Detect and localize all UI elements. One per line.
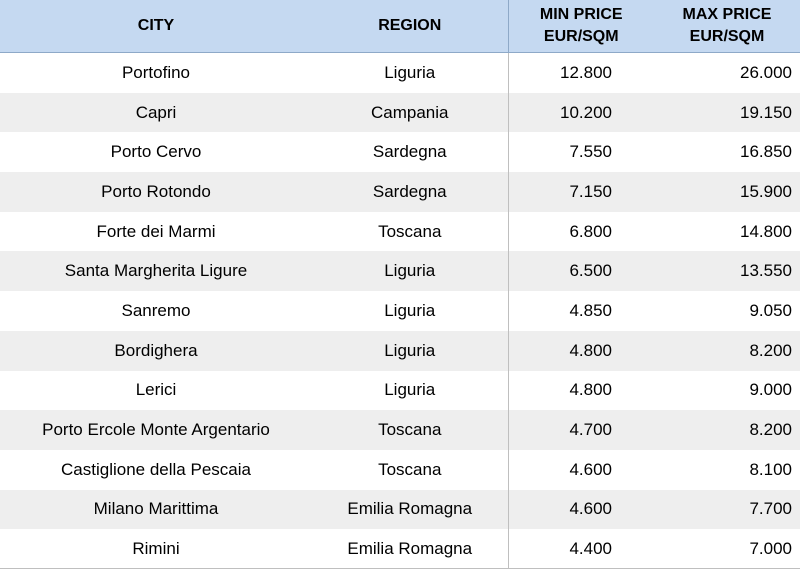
header-min-price-line2: EUR/SQM xyxy=(543,28,619,45)
city-cell: Rimini xyxy=(0,529,312,569)
table-row: Milano Marittima Emilia Romagna 4.600 7.700 xyxy=(0,489,800,530)
max-price-cell: 8.200 xyxy=(654,410,800,450)
max-price-cell: 14.800 xyxy=(654,211,800,252)
header-row: CITY REGION MIN PRICE EUR/SQM MAX PRICE … xyxy=(0,0,800,53)
city-cell: Porto Cervo xyxy=(0,132,312,173)
header-min-price-line1: MIN PRICE xyxy=(539,6,623,23)
region-cell: Liguria xyxy=(312,52,508,93)
min-price-cell: 4.700 xyxy=(507,410,654,450)
max-price-cell: 16.850 xyxy=(654,132,800,173)
table-row: Forte dei Marmi Toscana 6.800 14.800 xyxy=(0,211,800,252)
region-cell: Sardegna xyxy=(312,172,508,212)
header-region: REGION xyxy=(312,0,508,53)
table-row: Lerici Liguria 4.800 9.000 xyxy=(0,370,800,411)
region-cell: Sardegna xyxy=(312,132,508,173)
city-cell: Santa Margherita Ligure xyxy=(0,251,312,292)
region-cell: Toscana xyxy=(312,410,508,450)
max-price-cell: 8.100 xyxy=(654,449,800,490)
table-header: CITY REGION MIN PRICE EUR/SQM MAX PRICE … xyxy=(0,0,800,53)
table-row: Castiglione della Pescaia Toscana 4.600 8.1… xyxy=(0,449,800,490)
city-cell: Portofino xyxy=(0,52,312,93)
header-min-price: MIN PRICE EUR/SQM xyxy=(507,0,654,53)
table-row: Porto Ercole Monte Argentario Toscana 4.70… xyxy=(0,410,800,450)
region-cell: Campania xyxy=(312,92,508,133)
max-price-cell: 9.050 xyxy=(654,291,800,331)
min-price-cell: 7.150 xyxy=(507,172,654,212)
city-cell: Castiglione della Pescaia xyxy=(0,449,312,490)
max-price-cell: 9.000 xyxy=(654,370,800,411)
min-price-cell: 12.800 xyxy=(507,52,654,93)
table-row: Capri Campania 10.200 19.150 xyxy=(0,92,800,133)
min-price-cell: 4.400 xyxy=(507,529,654,569)
table-row: Porto Cervo Sardegna 7.550 16.850 xyxy=(0,132,800,173)
max-price-cell: 13.550 xyxy=(654,251,800,292)
region-cell: Liguria xyxy=(312,291,508,331)
city-cell: Capri xyxy=(0,92,312,133)
city-cell: Milano Marittima xyxy=(0,489,312,530)
max-price-cell: 7.700 xyxy=(654,489,800,530)
min-price-cell: 6.500 xyxy=(507,251,654,292)
city-cell: Sanremo xyxy=(0,291,312,331)
city-cell: Porto Rotondo xyxy=(0,172,312,212)
region-cell: Liguria xyxy=(312,370,508,411)
header-max-price-line2: EUR/SQM xyxy=(689,28,765,45)
min-price-cell: 6.800 xyxy=(507,211,654,252)
table-row: Bordighera Liguria 4.800 8.200 xyxy=(0,330,800,371)
table-row: Portofino Liguria 12.800 26.000 xyxy=(0,52,800,93)
region-cell: Liguria xyxy=(312,251,508,292)
region-cell: Toscana xyxy=(312,211,508,252)
table-row: Rimini Emilia Romagna 4.400 7.000 xyxy=(0,529,800,569)
city-cell: Bordighera xyxy=(0,330,312,371)
min-price-cell: 7.550 xyxy=(507,132,654,173)
max-price-cell: 8.200 xyxy=(654,330,800,371)
city-cell: Forte dei Marmi xyxy=(0,211,312,252)
min-price-cell: 4.800 xyxy=(507,330,654,371)
header-city: CITY xyxy=(0,0,312,53)
table-row: Porto Rotondo Sardegna 7.150 15.900 xyxy=(0,172,800,212)
min-price-cell: 10.200 xyxy=(507,92,654,133)
header-max-price: MAX PRICE EUR/SQM xyxy=(654,0,800,53)
max-price-cell: 26.000 xyxy=(654,52,800,93)
max-price-cell: 7.000 xyxy=(654,529,800,569)
min-price-cell: 4.600 xyxy=(507,449,654,490)
min-price-cell: 4.600 xyxy=(507,489,654,530)
max-price-cell: 19.150 xyxy=(654,92,800,133)
min-price-cell: 4.850 xyxy=(507,291,654,331)
table-row: Sanremo Liguria 4.850 9.050 xyxy=(0,291,800,331)
header-max-price-line1: MAX PRICE xyxy=(682,6,772,23)
region-cell: Toscana xyxy=(312,449,508,490)
city-cell: Lerici xyxy=(0,370,312,411)
table-bottom-border xyxy=(0,568,800,569)
min-price-cell: 4.800 xyxy=(507,370,654,411)
region-cell: Liguria xyxy=(312,330,508,371)
region-cell: Emilia Romagna xyxy=(312,529,508,569)
city-cell: Porto Ercole Monte Argentario xyxy=(0,410,312,450)
table-row: Santa Margherita Ligure Liguria 6.500 13.55… xyxy=(0,251,800,292)
table-body: Portofino Liguria 12.800 26.000 Capri Campani… xyxy=(0,52,800,569)
region-cell: Emilia Romagna xyxy=(312,489,508,530)
max-price-cell: 15.900 xyxy=(654,172,800,212)
